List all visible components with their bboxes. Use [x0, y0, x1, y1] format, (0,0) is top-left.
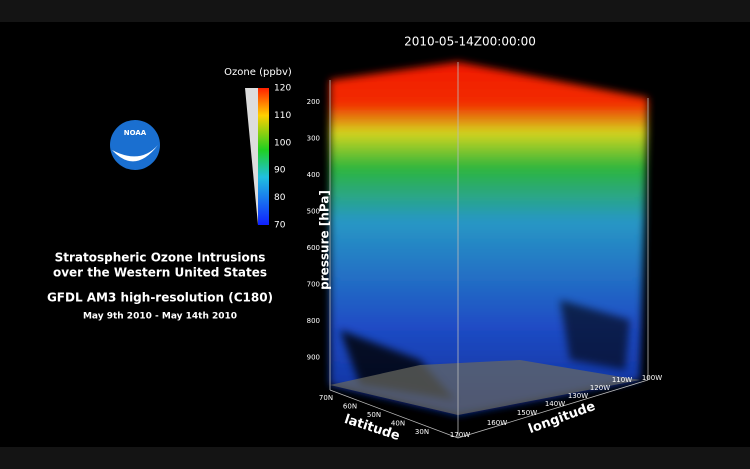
- title-line: over the Western United States: [53, 266, 267, 280]
- colorbar: [258, 88, 269, 225]
- pressure-tick: 200: [307, 98, 320, 106]
- pressure-tick: 900: [307, 354, 320, 362]
- longitude-tick: 170W: [450, 431, 470, 439]
- letterbox-bottom: [0, 447, 750, 469]
- latitude-tick: 30N: [415, 428, 429, 436]
- longitude-tick: 140W: [545, 400, 565, 408]
- pressure-tick: 700: [307, 281, 320, 289]
- longitude-tick: 130W: [568, 392, 588, 400]
- model-name: GFDL AM3 high-resolution (C180): [47, 291, 273, 305]
- title-line: Stratospheric Ozone Intrusions: [55, 251, 266, 265]
- noaa-logo: NOAA: [110, 120, 160, 170]
- pressure-tick: 400: [307, 171, 320, 179]
- pressure-tick: 600: [307, 244, 320, 252]
- axes-frame: [329, 62, 649, 439]
- volume: [330, 62, 648, 415]
- latitude-tick: 40N: [391, 420, 405, 428]
- latitude-tick: 60N: [343, 403, 357, 411]
- pressure-label: pressure [hPa]: [318, 190, 332, 290]
- colorbar-tick: 110: [274, 111, 291, 121]
- latitude-tick: 50N: [367, 411, 381, 419]
- colorbar-tick: 80: [274, 193, 286, 203]
- colorbar-opacity: [245, 88, 258, 225]
- pressure-tick: 300: [307, 135, 320, 143]
- pressure-tick: 500: [307, 208, 320, 216]
- letterbox-top: [0, 0, 750, 22]
- colorbar-tick: 70: [274, 221, 286, 231]
- longitude-tick: 100W: [642, 374, 662, 382]
- longitude-tick: 150W: [517, 409, 537, 417]
- timestamp: 2010-05-14Z00:00:00: [404, 35, 536, 49]
- pressure-tick: 800: [307, 317, 320, 325]
- colorbar-tick: 90: [274, 166, 286, 176]
- latitude-tick: 70N: [319, 394, 333, 402]
- colorbar-title: Ozone (ppbv): [224, 67, 292, 78]
- date-range: May 9th 2010 - May 14th 2010: [83, 312, 237, 322]
- colorbar-tick: 100: [274, 138, 291, 148]
- longitude-tick: 160W: [487, 419, 507, 427]
- longitude-tick: 110W: [612, 376, 632, 384]
- logo-text: NOAA: [124, 129, 147, 137]
- longitude-tick: 120W: [590, 384, 610, 392]
- colorbar-tick: 120: [274, 84, 291, 94]
